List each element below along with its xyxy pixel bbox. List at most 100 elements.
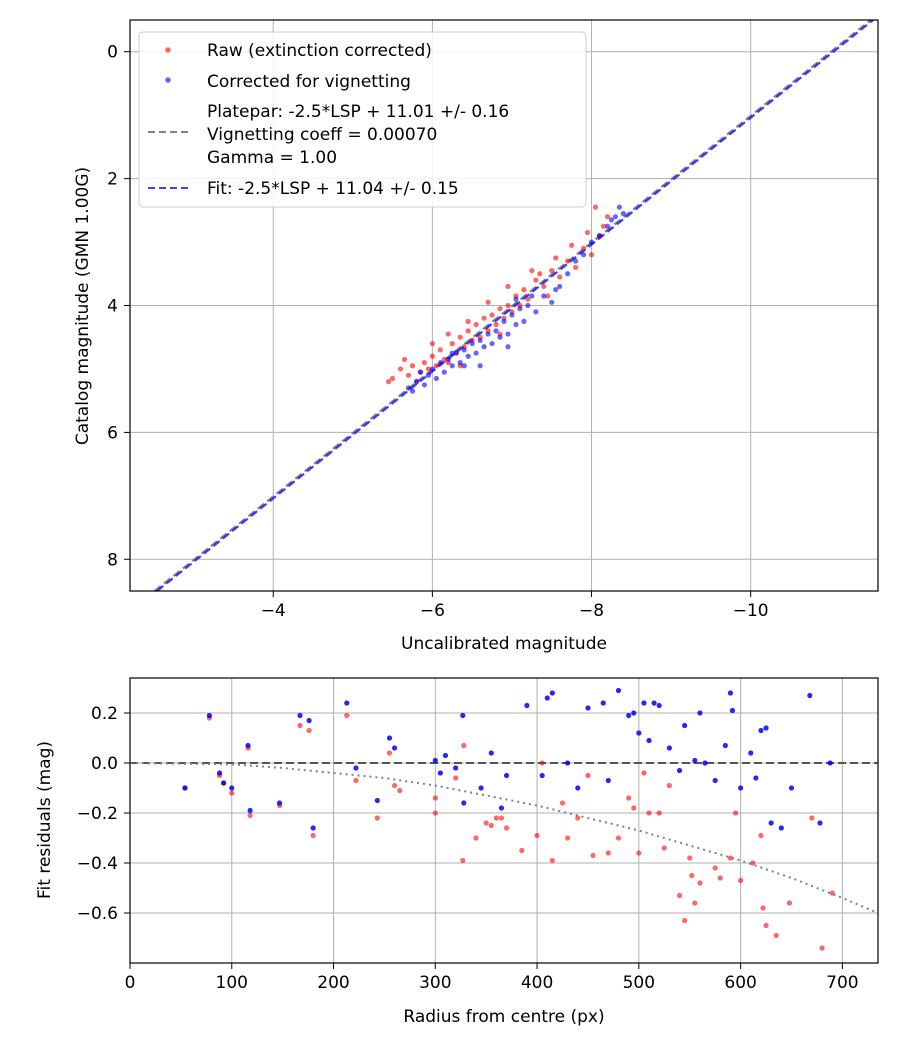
residual-corrected-point — [432, 757, 438, 764]
residual-corrected-point — [712, 777, 718, 784]
residual-corrected-point — [788, 785, 795, 791]
top-chart: −4 −6 −8 −10 0 2 4 6 8 Uncalibrated magnitude C… — [73, 19, 879, 654]
residual-raw-point — [498, 815, 505, 821]
bottom-y-tick-label: 0.0 — [91, 754, 118, 774]
top-y-tick-label: 8 — [107, 550, 118, 570]
residual-raw-point — [727, 855, 734, 861]
residual-raw-point — [641, 770, 647, 776]
corrected-point — [557, 283, 563, 290]
residual-raw-point — [809, 815, 815, 821]
raw-point — [449, 340, 455, 347]
top-fit-lines — [153, 19, 874, 592]
raw-point — [465, 318, 471, 324]
residual-raw-point — [585, 772, 591, 779]
raw-point — [600, 223, 607, 229]
residual-corrected-point — [827, 760, 833, 766]
corrected-point — [541, 293, 547, 299]
residual-corrected-point — [503, 772, 510, 779]
raw-point — [485, 299, 491, 305]
raw-point — [545, 293, 551, 299]
corrected-point — [616, 204, 622, 210]
corrected-point — [465, 353, 471, 359]
raw-point — [421, 360, 428, 366]
residual-corrected-point — [461, 800, 467, 806]
residual-raw-point — [559, 800, 566, 806]
residual-raw-point — [493, 815, 499, 821]
residual-raw-point — [534, 832, 540, 839]
raw-point — [557, 274, 563, 280]
residual-raw-point — [689, 872, 695, 879]
legend-corrected-label: Corrected for vignetting — [207, 72, 411, 92]
corrected-point — [489, 340, 495, 347]
corrected-point — [429, 366, 435, 372]
raw-point — [441, 356, 447, 363]
residual-corrected-point — [600, 700, 606, 706]
raw-point — [473, 321, 479, 328]
residual-corrected-point — [651, 700, 657, 706]
residual-corrected-point — [549, 690, 555, 696]
residual-raw-point — [575, 815, 581, 821]
residual-raw-point — [374, 815, 380, 821]
legend-box — [138, 31, 587, 208]
corrected-point — [501, 318, 507, 324]
raw-point — [397, 366, 404, 372]
residual-corrected-point — [182, 785, 188, 791]
bottom-x-tick-label: 200 — [317, 973, 349, 993]
residual-raw-point — [687, 855, 693, 861]
corrected-point — [433, 375, 439, 382]
raw-point — [529, 268, 535, 274]
raw-point — [533, 277, 539, 283]
legend-raw-marker — [165, 47, 171, 53]
top-y-tick-label: 0 — [107, 43, 118, 63]
residual-corrected-point — [442, 752, 449, 759]
top-platepar-line — [153, 19, 872, 592]
residual-raw-point — [503, 825, 510, 831]
raw-point — [445, 331, 451, 337]
corrected-point — [517, 306, 523, 312]
residual-raw-point — [636, 850, 642, 856]
corrected-point — [565, 271, 571, 277]
residual-raw-point — [432, 795, 438, 801]
residual-raw-point — [773, 932, 779, 939]
corrected-point — [441, 369, 447, 375]
bottom-x-ticks: 0 100 200 300 400 500 600 700 — [125, 963, 859, 993]
raw-point — [405, 372, 412, 378]
legend-fit-label: Fit: -2.5*LSP + 11.04 +/- 0.15 — [207, 179, 459, 199]
corrected-point — [513, 321, 519, 328]
corrected-point — [473, 350, 479, 356]
residual-corrected-point — [306, 717, 312, 724]
residual-raw-point — [763, 922, 769, 929]
residual-corrected-point — [753, 775, 759, 781]
raw-point — [409, 363, 416, 369]
raw-point — [549, 268, 555, 274]
residual-raw-point — [310, 832, 316, 839]
residual-corrected-point — [229, 785, 235, 791]
residual-corrected-point — [297, 712, 303, 719]
corrected-point — [588, 239, 595, 245]
legend-raw-label: Raw (extinction corrected) — [207, 41, 432, 61]
residual-raw-point — [519, 847, 525, 854]
bottom-x-tick-label: 500 — [623, 973, 655, 993]
raw-point — [425, 366, 432, 372]
corrected-point — [445, 356, 451, 363]
bottom-y-tick-label: −0.4 — [77, 854, 118, 874]
residual-corrected-point — [631, 710, 637, 716]
top-y-ticks: 0 2 4 6 8 — [107, 43, 130, 570]
corrected-point — [521, 318, 527, 324]
raw-point — [437, 347, 443, 353]
residual-corrected-point — [488, 750, 494, 756]
raw-point — [569, 242, 575, 248]
raw-point — [553, 255, 559, 261]
residual-raw-point — [676, 892, 683, 899]
raw-point — [465, 328, 471, 334]
raw-point — [433, 363, 439, 369]
top-x-axis-label: Uncalibrated magnitude — [401, 634, 607, 654]
residual-corrected-point — [768, 820, 774, 826]
residual-raw-point — [483, 820, 489, 826]
residual-corrected-point — [807, 692, 813, 699]
residual-raw-point — [488, 822, 494, 829]
residual-raw-point — [682, 917, 688, 924]
corrected-point — [449, 363, 455, 369]
residual-corrected-point — [615, 687, 622, 694]
